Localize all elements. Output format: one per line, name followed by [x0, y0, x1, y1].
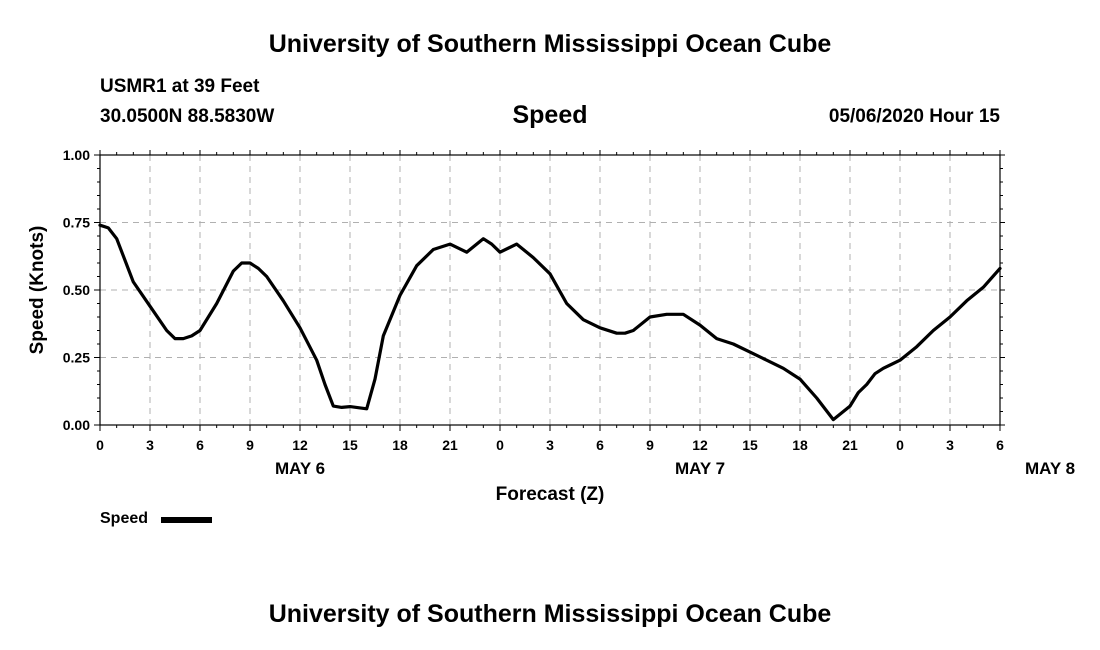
y-tick-label: 0.00	[63, 417, 90, 433]
x-tick-label: 6	[196, 437, 204, 453]
speed-series-line	[98, 223, 1002, 422]
main-title: University of Southern Mississippi Ocean…	[268, 30, 832, 58]
x-tick-label: 12	[292, 437, 308, 453]
date-label: MAY 6	[275, 459, 325, 478]
date-label: MAY 8	[1025, 459, 1075, 478]
x-tick-label: 15	[742, 437, 758, 453]
x-tick-label: 18	[792, 437, 808, 453]
x-tick-label: 12	[692, 437, 708, 453]
legend-swatch	[161, 517, 212, 523]
x-tick-label: 0	[496, 437, 504, 453]
y-tick-label: 0.25	[63, 350, 90, 366]
x-tick-label: 9	[646, 437, 654, 453]
x-tick-label: 3	[146, 437, 154, 453]
y-axis-label: Speed (Knots)	[27, 226, 48, 355]
footer-title: University of Southern Mississippi Ocean…	[268, 600, 832, 628]
grid-lines	[100, 155, 1000, 425]
x-tick-label: 9	[246, 437, 254, 453]
x-axis-label: Forecast (Z)	[496, 484, 605, 505]
tick-labels: 0 3 6 9 12 15 18 21 0 3 6 9 12 15 18 21 0 3 6 MAY 6 MAY 7 MAY…	[63, 147, 1075, 478]
station-label: USMR1 at 39 Feet	[100, 76, 260, 97]
x-tick-label: 0	[96, 437, 104, 453]
plot-frame	[99, 154, 1001, 426]
date-label: MAY 7	[675, 459, 725, 478]
x-tick-label: 6	[996, 437, 1004, 453]
x-tick-label: 0	[896, 437, 904, 453]
legend-label: Speed	[100, 510, 149, 527]
y-tick-label: 0.75	[63, 215, 90, 231]
x-tick-label: 18	[392, 437, 408, 453]
plot-title: Speed	[512, 101, 588, 129]
y-tick-label: 1.00	[63, 147, 90, 163]
station-coordinates: 30.0500N 88.5830W	[100, 106, 275, 127]
x-tick-label: 21	[842, 437, 858, 453]
forecast-datetime: 05/06/2020 Hour 15	[828, 106, 1000, 127]
x-tick-label: 15	[342, 437, 358, 453]
x-tick-label: 6	[596, 437, 604, 453]
x-tick-label: 21	[442, 437, 458, 453]
x-tick-label: 3	[946, 437, 954, 453]
series-layer	[98, 223, 1002, 422]
y-tick-label: 0.50	[63, 282, 90, 298]
x-tick-label: 3	[546, 437, 554, 453]
